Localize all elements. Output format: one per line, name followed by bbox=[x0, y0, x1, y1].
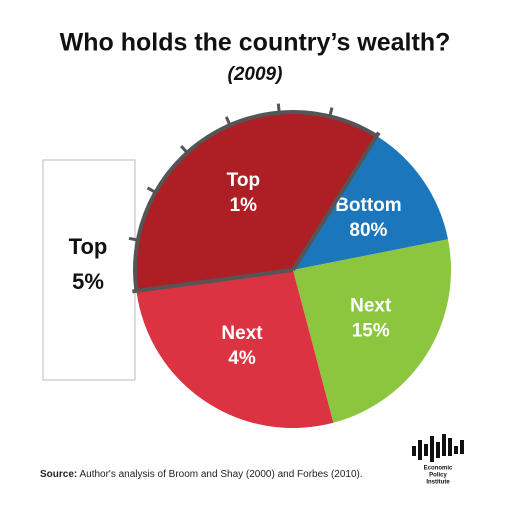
source-label: Source: bbox=[40, 469, 77, 480]
slice-label-line: 15% bbox=[352, 321, 390, 342]
bracket-edge bbox=[291, 131, 381, 272]
pie: Top 1% Bottom 80% Next 15% Next 4% bbox=[128, 103, 451, 428]
bracket-tick bbox=[146, 186, 157, 194]
slice bbox=[293, 136, 448, 270]
slice-label-line: 80% bbox=[349, 220, 387, 241]
slice bbox=[134, 112, 377, 291]
slice-label-line: Next bbox=[221, 323, 263, 344]
annotation: 5% bbox=[72, 269, 104, 294]
slice-label: Next 4% bbox=[221, 323, 263, 369]
slice-label-line: Next bbox=[350, 296, 392, 317]
bracket-tick bbox=[224, 116, 232, 126]
slice bbox=[293, 239, 451, 423]
logo-text: Institute bbox=[426, 480, 450, 486]
bracket-tick bbox=[276, 103, 281, 113]
chart-subtitle: (2009) bbox=[228, 64, 283, 85]
bracket-tick bbox=[128, 236, 139, 242]
logo-text: Economic bbox=[424, 466, 453, 472]
logo-text: Policy bbox=[429, 473, 447, 479]
slice-label: Top 1% bbox=[227, 170, 260, 216]
slice-label-line: Bottom bbox=[335, 195, 401, 216]
bracket-tick bbox=[180, 145, 189, 154]
slice bbox=[136, 270, 334, 428]
slice-label-line: 1% bbox=[230, 195, 258, 216]
source: Source: Author's analysis of Broom and S… bbox=[40, 469, 363, 480]
source-text: Author's analysis of Broom and Shay (200… bbox=[79, 469, 362, 480]
bracket-arc bbox=[133, 110, 378, 292]
slice-label-line: Top bbox=[227, 170, 260, 191]
bracket-tick bbox=[328, 107, 334, 117]
slice-label: Bottom 80% bbox=[335, 195, 401, 241]
bracket-edge bbox=[132, 268, 294, 294]
annotation: Top bbox=[69, 234, 108, 259]
slice-label-line: 4% bbox=[228, 348, 256, 369]
slice-label: Next 15% bbox=[350, 296, 392, 342]
chart-title: Who holds the country’s wealth? bbox=[60, 29, 451, 57]
logo: Economic Policy Institute bbox=[412, 434, 464, 486]
